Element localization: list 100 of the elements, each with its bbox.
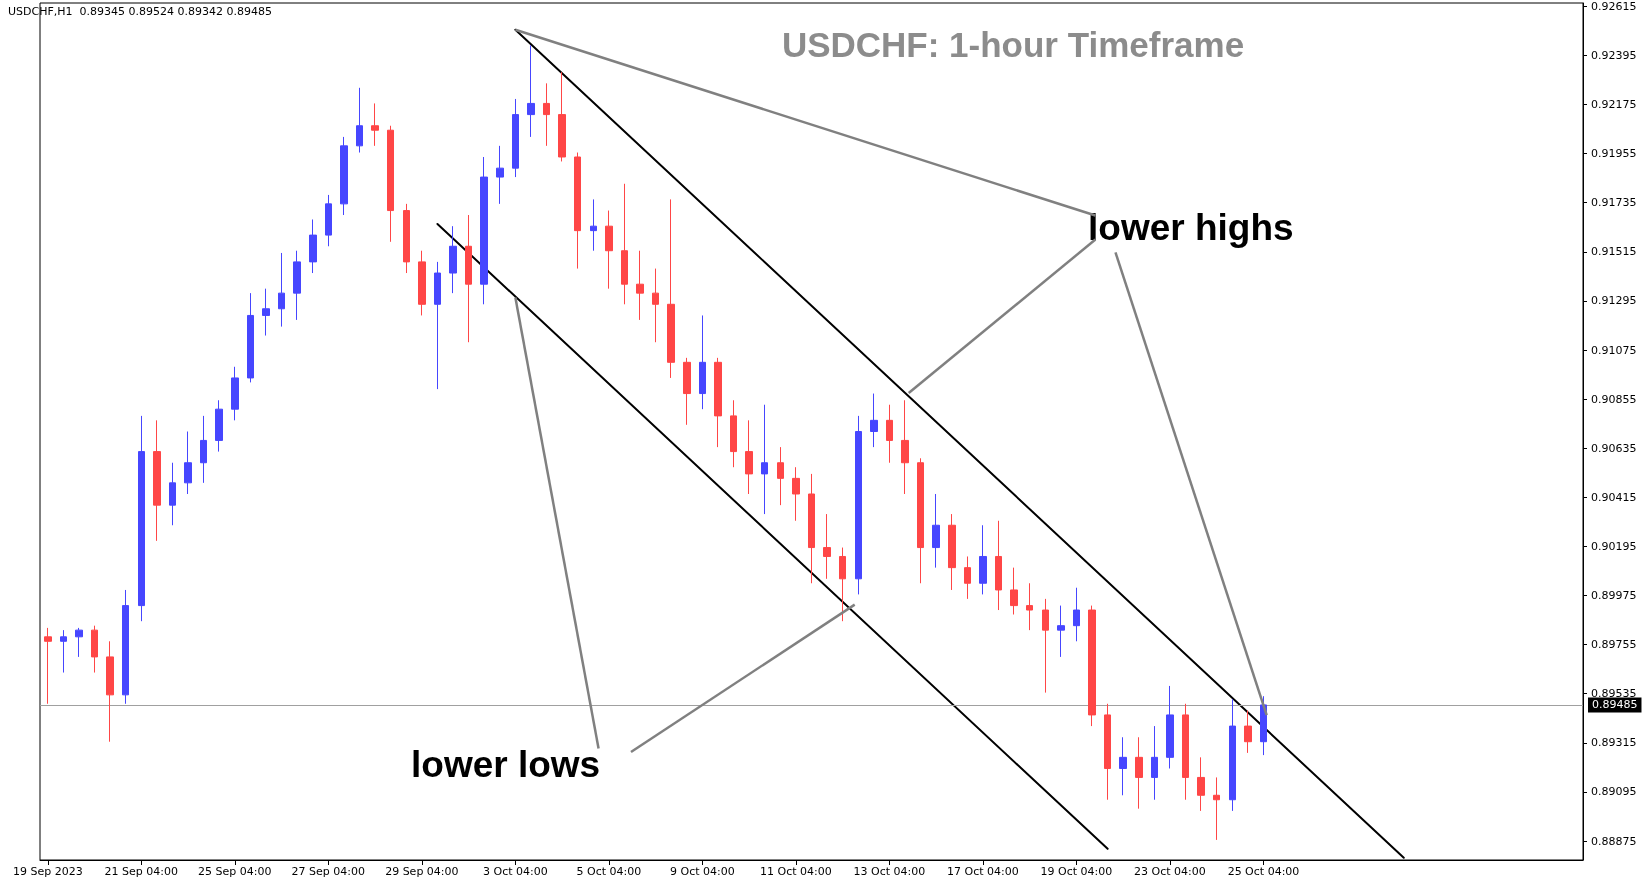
candlestick [169, 462, 176, 526]
y-tick-label: 0.91515 [1591, 245, 1637, 259]
x-tick-label: 27 Sep 04:00 [291, 865, 366, 878]
candlestick [792, 466, 800, 522]
candlestick [636, 250, 644, 321]
candlestick [1244, 709, 1252, 754]
candlestick [340, 136, 348, 216]
candlestick [917, 457, 924, 584]
y-tick-label: 0.88875 [1591, 834, 1637, 848]
x-tick-label: 3 Oct 04:00 [483, 865, 548, 878]
candlestick [465, 214, 472, 343]
candlestick [1026, 582, 1033, 631]
candlestick [1042, 598, 1049, 694]
candlestick [1088, 605, 1096, 727]
y-tick-label: 0.89755 [1591, 638, 1637, 652]
candlestick [730, 399, 737, 468]
candlestick [808, 473, 815, 584]
candlestick [184, 431, 192, 495]
y-tick-label: 0.92615 [1591, 0, 1637, 13]
candlestick [122, 589, 129, 705]
y-tick-label: 0.89975 [1591, 589, 1637, 603]
candlestick [309, 218, 317, 274]
y-tick-label: 0.92395 [1591, 48, 1637, 62]
candlestick [870, 393, 878, 448]
candlestick [1182, 703, 1189, 801]
annotation: USDCHF,H1 0.89345 0.89524 0.89342 0.89485 [8, 5, 272, 18]
candlestick [106, 640, 114, 743]
candlestick [371, 102, 379, 147]
y-tick-label: 0.89095 [1591, 785, 1637, 799]
candlestick [932, 493, 940, 569]
candlestick [512, 98, 519, 178]
candlestick [215, 399, 223, 453]
x-tick-label: 23 Oct 04:00 [1134, 865, 1206, 878]
candlestick [262, 288, 270, 337]
candlestick [948, 513, 956, 591]
candlestick [886, 404, 893, 464]
candlestick [777, 446, 784, 506]
candlestick [605, 210, 613, 290]
candlestick [356, 87, 363, 154]
x-tick-label: 9 Oct 04:00 [670, 865, 735, 878]
candlestick [91, 625, 98, 674]
candlestick [1229, 698, 1236, 812]
candlestick [667, 198, 675, 379]
y-tick-label: 0.89315 [1591, 736, 1637, 750]
candlestick [231, 366, 239, 421]
text: USDCHF: 1-hour Timeframe [781, 25, 1245, 64]
candlestick [200, 415, 207, 484]
candlestick [1057, 605, 1065, 658]
candlestick [714, 357, 722, 448]
y-tick-label: 0.90195 [1591, 539, 1637, 553]
x-tick-label: 29 Sep 04:00 [385, 865, 459, 878]
candlestick [387, 125, 394, 243]
x-tick-label: 25 Sep 04:00 [198, 865, 272, 878]
y-tick-label: 0.90855 [1591, 392, 1637, 406]
candlestick [480, 156, 488, 305]
candlestick [699, 314, 706, 410]
candlestick [543, 82, 550, 147]
y-tick-label: 0.90415 [1591, 490, 1637, 504]
candlestick [496, 145, 504, 205]
candlestick [1213, 776, 1220, 841]
candlestick [590, 198, 597, 252]
candlestick [995, 520, 1002, 611]
candlestick [325, 194, 332, 247]
y-tick-label: 0.91075 [1591, 343, 1637, 357]
y-tick-label: 0.90635 [1591, 441, 1637, 455]
candlestick [153, 419, 161, 542]
x-tick-label: 25 Oct 04:00 [1227, 865, 1300, 878]
candlestick [138, 415, 145, 622]
candlestick [1104, 703, 1111, 801]
candlestick [449, 225, 457, 294]
candlestick [44, 627, 52, 705]
candlestick [683, 357, 691, 426]
candlestick [558, 71, 566, 162]
x-tick-label: 5 Oct 04:00 [576, 865, 642, 878]
y-tick-label: 0.92175 [1591, 98, 1637, 112]
candlestick [652, 268, 659, 343]
annotation: lower lows [411, 744, 601, 785]
candlestick [278, 252, 285, 328]
candlestick [1119, 736, 1127, 796]
candlestick [434, 261, 441, 390]
candlestick [247, 292, 254, 383]
annotation: lower highs [1088, 207, 1294, 248]
candlestick [1135, 736, 1143, 810]
x-tick-label: 19 Sep 2023 [12, 865, 83, 878]
candlestick [75, 627, 83, 658]
candlestick [745, 419, 753, 495]
candlestick [60, 629, 67, 674]
x-tick-label: 17 Oct 04:00 [947, 865, 1019, 878]
x-tick-label: 11 Oct 04:00 [760, 865, 832, 878]
candlestick [418, 250, 426, 316]
ref-line-label: 0.89485 [1592, 698, 1638, 712]
candlestick [574, 152, 581, 270]
candlestick [1151, 725, 1158, 801]
candlestick [1166, 685, 1174, 769]
candlestick [839, 547, 846, 622]
y-tick-label: 0.91955 [1591, 147, 1637, 161]
candlestick [1010, 567, 1018, 616]
x-tick-label: 21 Sep 04:00 [104, 865, 179, 878]
candlestick [901, 399, 909, 495]
candlestick [964, 555, 971, 600]
